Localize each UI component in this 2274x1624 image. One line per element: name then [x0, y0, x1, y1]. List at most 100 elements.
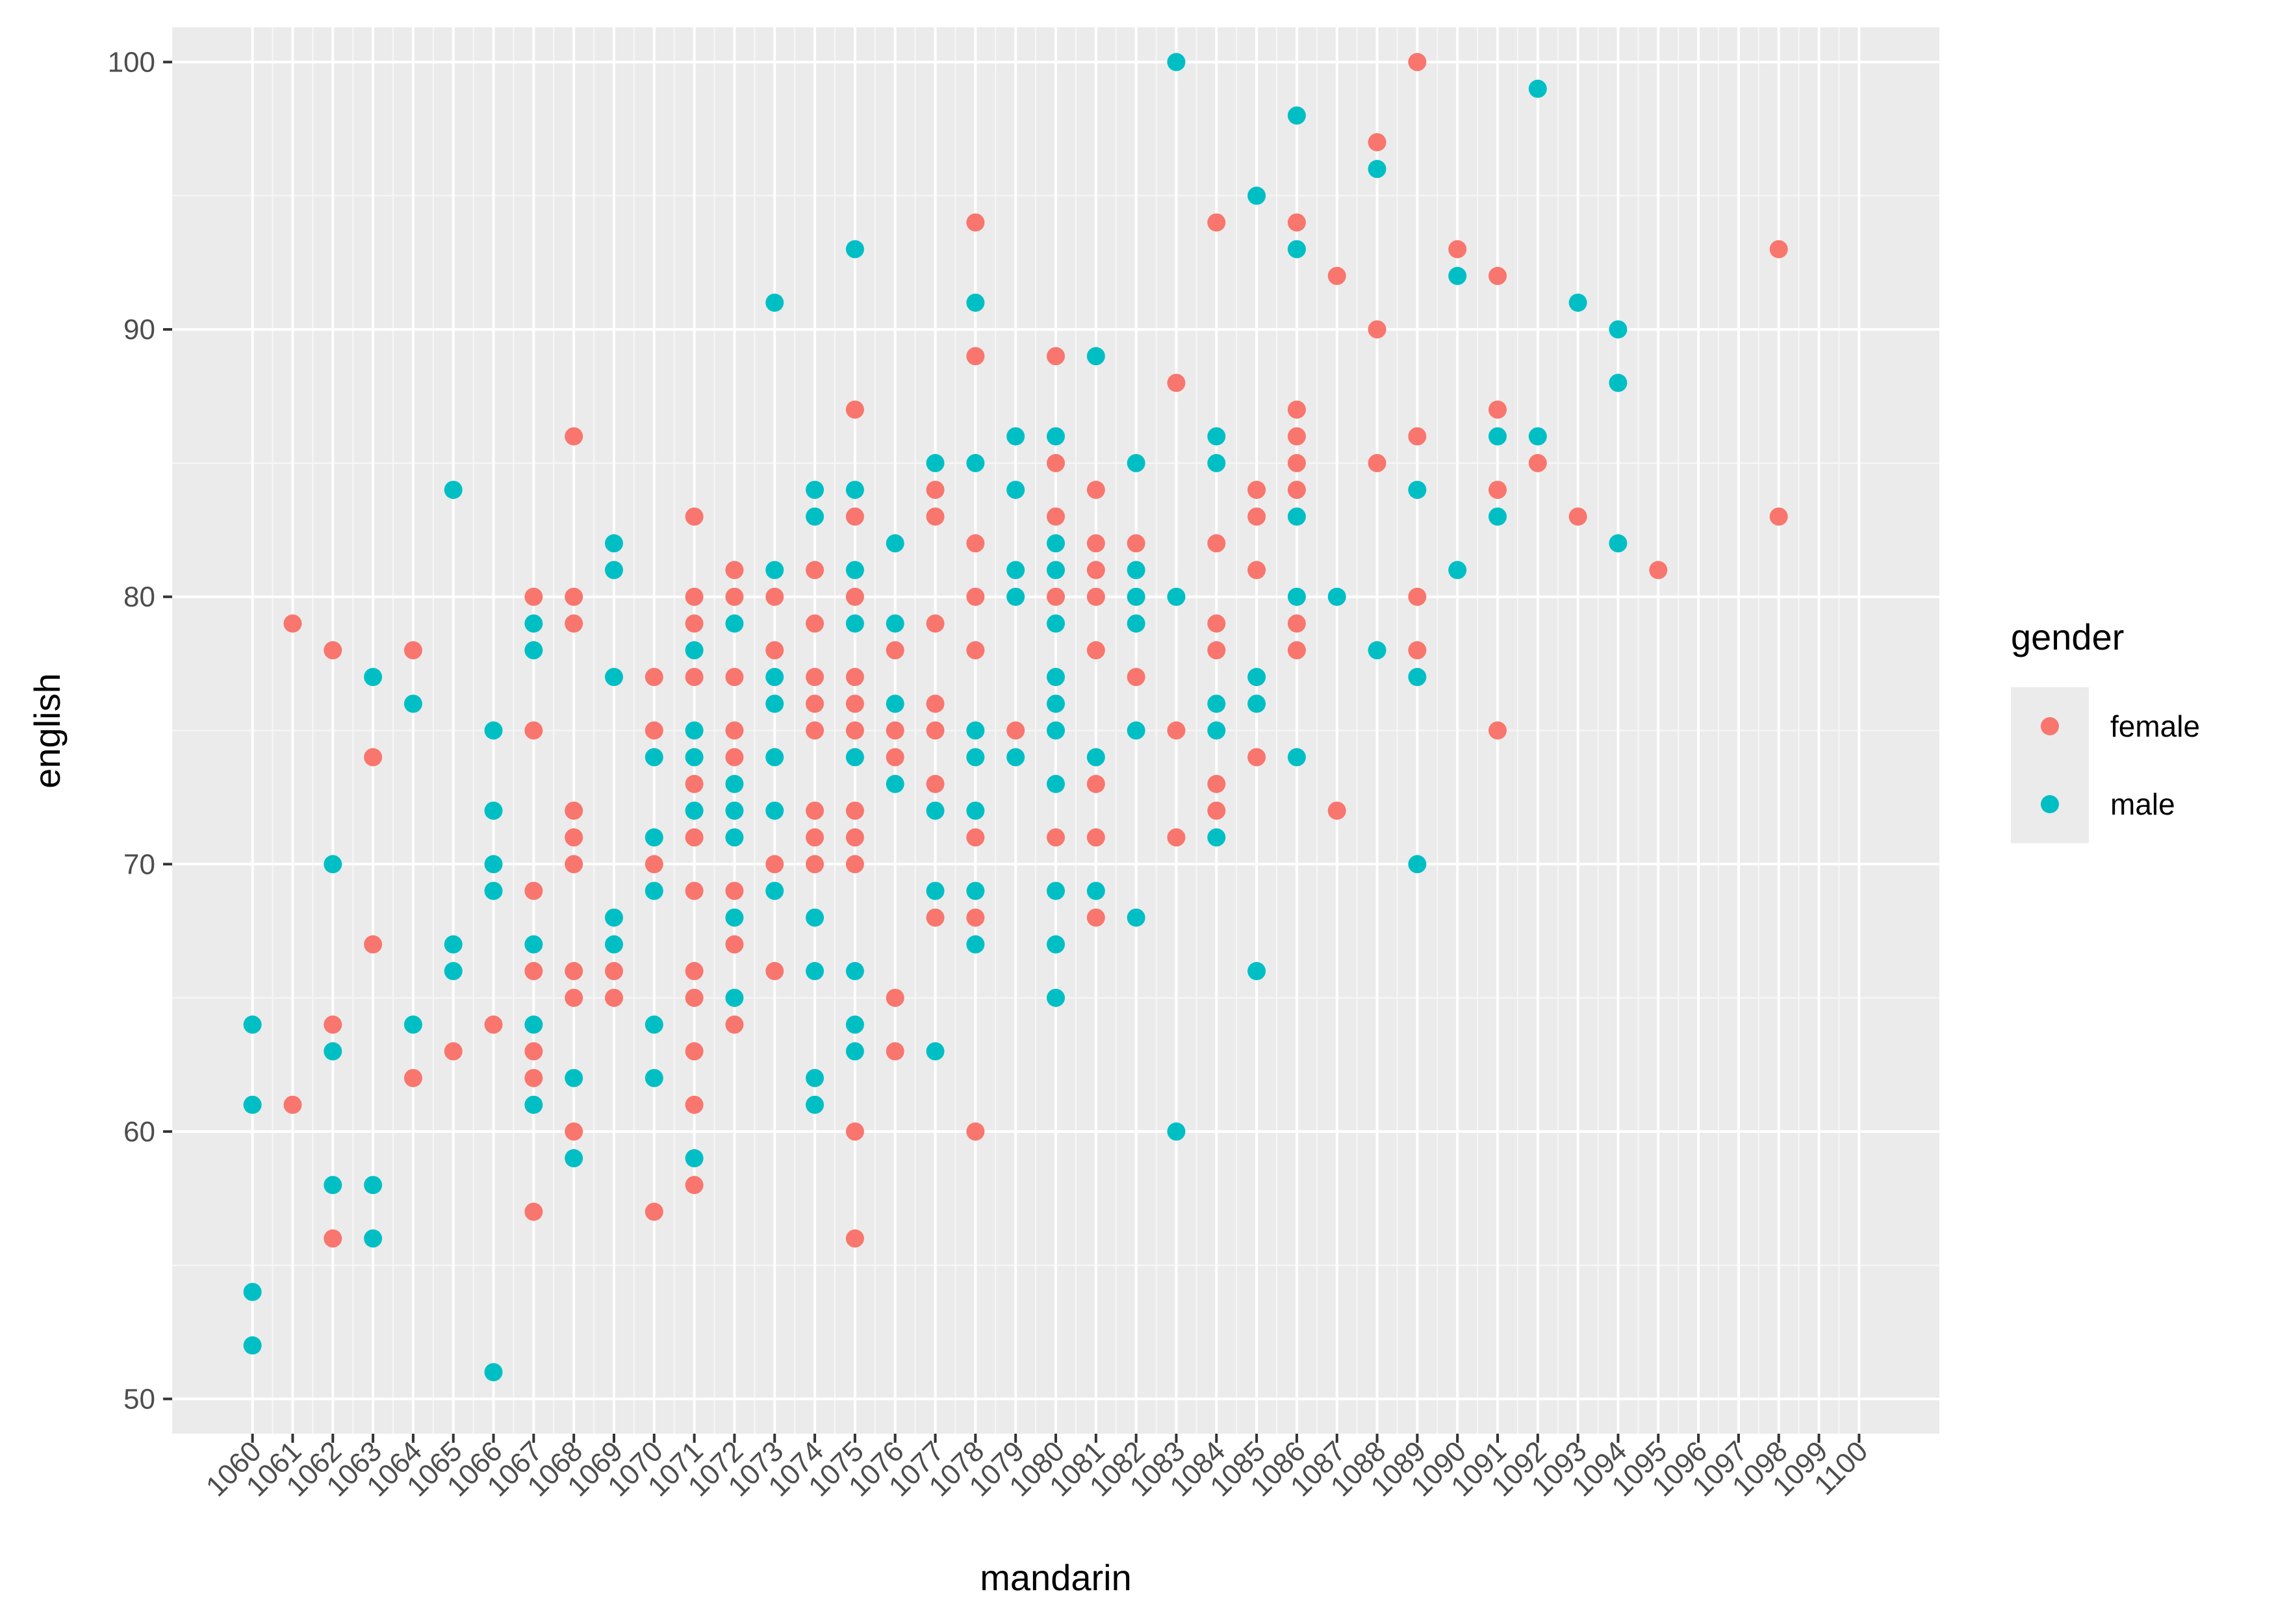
point-male — [806, 1069, 824, 1087]
point-male — [1528, 79, 1547, 98]
legend-label-female: female — [2110, 709, 2200, 743]
point-male — [605, 935, 623, 954]
point-female — [364, 748, 383, 767]
point-male — [765, 748, 784, 767]
point-male — [1047, 721, 1065, 740]
y-axis-title: english — [27, 673, 68, 788]
point-male — [645, 748, 663, 767]
point-male — [1207, 721, 1226, 740]
point-female — [926, 908, 945, 927]
point-female — [645, 721, 663, 740]
point-male — [886, 694, 904, 713]
point-male — [1368, 641, 1386, 660]
point-female — [1488, 721, 1507, 740]
point-male — [845, 1015, 864, 1034]
legend-title: gender — [2011, 616, 2124, 657]
point-male — [1287, 240, 1306, 259]
point-female — [926, 774, 945, 793]
point-female — [725, 1015, 744, 1034]
point-male — [1006, 561, 1025, 579]
point-male — [765, 293, 784, 312]
point-female — [886, 721, 904, 740]
point-male — [1127, 587, 1145, 606]
point-male — [1207, 453, 1226, 472]
point-female — [806, 668, 824, 687]
point-male — [765, 668, 784, 687]
point-male — [324, 1176, 342, 1195]
point-male — [1167, 53, 1186, 71]
point-female — [725, 587, 744, 606]
point-female — [524, 1069, 543, 1087]
point-male — [966, 293, 985, 312]
point-female — [966, 908, 985, 927]
point-female — [1287, 400, 1306, 419]
point-female — [966, 641, 985, 660]
point-female — [444, 1042, 463, 1061]
point-female — [1488, 400, 1507, 419]
point-female — [1448, 240, 1467, 259]
point-female — [524, 961, 543, 980]
point-female — [765, 587, 784, 606]
point-female — [845, 1122, 864, 1141]
point-male — [1568, 293, 1587, 312]
point-female — [324, 1229, 342, 1248]
y-tick-label: 50 — [123, 1383, 155, 1415]
point-female — [364, 935, 383, 954]
point-male — [1167, 587, 1186, 606]
point-female — [886, 641, 904, 660]
point-female — [1287, 213, 1306, 232]
point-male — [765, 561, 784, 579]
point-male — [1086, 882, 1105, 900]
point-male — [1247, 961, 1266, 980]
point-male — [1086, 748, 1105, 767]
point-female — [966, 1122, 985, 1141]
point-female — [565, 961, 583, 980]
point-male — [1327, 587, 1346, 606]
point-female — [806, 801, 824, 820]
point-male — [725, 614, 744, 633]
point-female — [565, 1122, 583, 1141]
point-female — [926, 507, 945, 526]
legend: gender female male — [2011, 616, 2200, 843]
point-female — [1207, 641, 1226, 660]
point-male — [685, 641, 704, 660]
point-male — [685, 721, 704, 740]
point-male — [645, 1069, 663, 1087]
point-male — [966, 801, 985, 820]
point-female — [1488, 481, 1507, 500]
point-female — [524, 1042, 543, 1061]
point-female — [845, 828, 864, 847]
point-female — [1287, 427, 1306, 446]
point-male — [524, 614, 543, 633]
point-male — [926, 1042, 945, 1061]
point-male — [806, 507, 824, 526]
point-male — [645, 828, 663, 847]
point-female — [484, 1015, 503, 1034]
point-female — [565, 801, 583, 820]
point-male — [725, 801, 744, 820]
y-tick-label: 60 — [123, 1116, 155, 1148]
x-axis-title: mandarin — [980, 1557, 1131, 1598]
point-male — [645, 1015, 663, 1034]
point-male — [605, 908, 623, 927]
point-female — [324, 641, 342, 660]
point-female — [685, 614, 704, 633]
point-female — [845, 855, 864, 874]
point-female — [1327, 801, 1346, 820]
point-male — [1047, 614, 1065, 633]
point-male — [886, 534, 904, 553]
point-male — [605, 534, 623, 553]
point-female — [605, 961, 623, 980]
point-female — [1086, 481, 1105, 500]
point-female — [845, 721, 864, 740]
point-male — [1047, 668, 1065, 687]
point-female — [1207, 614, 1226, 633]
point-female — [1047, 587, 1065, 606]
point-female — [845, 400, 864, 419]
point-female — [524, 1202, 543, 1221]
point-male — [1207, 828, 1226, 847]
point-male — [1488, 427, 1507, 446]
point-female — [685, 1176, 704, 1195]
point-female — [685, 1042, 704, 1061]
point-female — [966, 828, 985, 847]
